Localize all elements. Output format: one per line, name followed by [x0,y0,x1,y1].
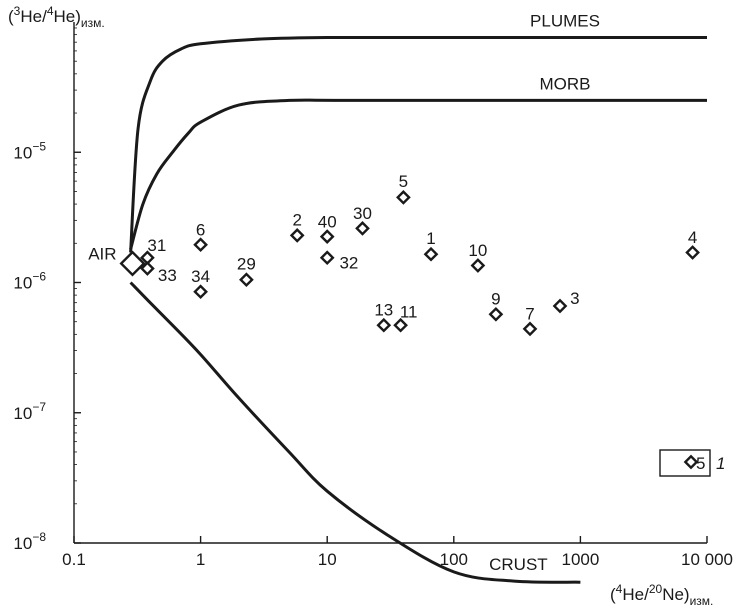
legend-example-label: 5 [696,454,705,473]
point-label-9: 9 [491,290,500,309]
point-label-13: 13 [374,300,393,319]
curve-label-crust: CRUST [489,555,548,574]
y-tick-label: 10−7 [13,400,46,423]
legend-marker [683,454,699,470]
curves [129,35,707,584]
point-label-33: 33 [158,266,177,285]
x-tick-label: 10 000 [681,550,733,569]
point-marker-9 [488,306,504,322]
air-marker-group: AIR [88,244,146,277]
y-tick-label: 10−6 [13,270,46,293]
point-label-32: 32 [339,253,358,272]
point-marker-6 [193,237,208,253]
point-label-31: 31 [147,236,166,255]
point-marker-3 [552,298,568,314]
y-axis-title: (3He/4He)изм. [8,4,105,30]
x-axis-title-base: He/ [622,585,649,604]
point-marker-1 [423,246,439,262]
point-label-6: 6 [196,221,205,240]
point-marker-11 [393,317,408,333]
y-tick-label: 10−8 [13,530,46,553]
x-tick-label: 100 [440,550,468,569]
y-axis-title-sub: изм. [81,16,105,30]
legend-key: 1 [716,454,725,473]
x-tick-label: 0.1 [62,550,86,569]
legend-box [659,449,711,477]
x-axis-title: (4He/20Ne)изм. [610,582,713,608]
x-axis-title-sup1: 4 [616,582,623,596]
point-label-5: 5 [399,172,408,191]
point-marker-4 [685,245,700,260]
point-label-7: 7 [525,304,534,323]
point-marker-32 [319,250,335,266]
x-axis-title-sup2: 20 [649,582,663,596]
x-tick-label: 1000 [561,550,599,569]
point-marker-31 [140,250,155,266]
point-label-3: 3 [570,289,579,308]
point-marker-40 [319,229,335,244]
curve-labels: PLUMES MORB CRUST [489,12,600,575]
point-marker-33 [140,261,155,276]
point-label-34: 34 [191,267,210,286]
legend: 5 1 [659,449,725,477]
point-marker-13 [376,317,392,333]
point-label-10: 10 [468,241,487,260]
point-marker-29 [239,272,254,288]
y-axis-title-sup2: 4 [47,4,54,18]
curve-morb [129,98,707,250]
curve-plumes [129,35,707,253]
axes: 0.1 1 10 100 1000 10 000 10−8 10−7 10−6 10−5 [13,22,733,569]
x-tick-label: 10 [318,550,337,569]
point-marker-2 [289,228,305,243]
point-marker-34 [193,284,208,300]
x-tick-label: 1 [196,550,205,569]
y-tick-label: 10−5 [13,139,46,162]
point-label-4: 4 [688,228,697,247]
point-label-30: 30 [353,204,372,223]
curve-label-morb: MORB [540,74,591,93]
air-label: AIR [88,244,116,263]
point-marker-5 [396,190,411,205]
curve-label-plumes: PLUMES [530,12,600,31]
y-axis-title-base: He/ [20,7,47,26]
point-label-11: 11 [400,302,418,321]
point-marker-7 [522,321,538,337]
point-label-40: 40 [318,212,337,231]
point-marker-10 [470,258,486,273]
point-label-1: 1 [426,229,435,248]
y-axis-title-rest: He) [54,7,81,26]
point-label-2: 2 [293,210,302,229]
air-marker [119,250,146,277]
data-points [140,190,700,337]
y-axis-title-sup1: 3 [14,4,21,18]
point-label-29: 29 [237,254,256,273]
curve-crust [129,281,581,584]
x-axis-title-sub: изм. [690,594,714,608]
x-axis-title-rest: Ne) [662,585,689,604]
point-marker-30 [355,221,370,236]
